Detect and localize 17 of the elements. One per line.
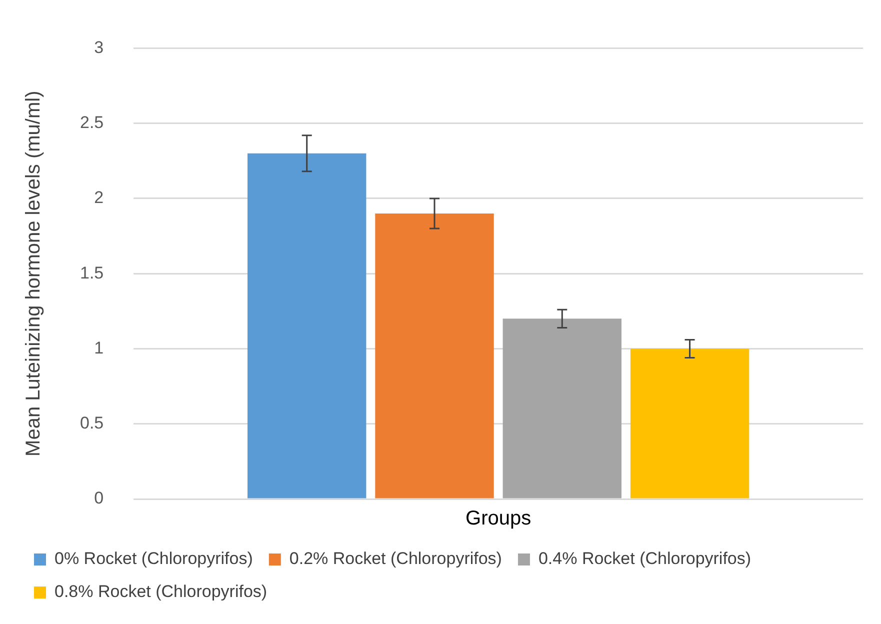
legend-label: 0.4% Rocket (Chloropyrifos) <box>538 549 752 568</box>
bar <box>375 213 494 498</box>
legend-label: 0.2% Rocket (Chloropyrifos) <box>289 549 502 568</box>
y-tick-label: 0.5 <box>80 414 104 433</box>
legend-label: 0% Rocket (Chloropyrifos) <box>54 549 253 568</box>
legend-label: 0.8% Rocket (Chloropyrifos) <box>54 582 268 602</box>
y-tick-label: 1.5 <box>80 263 104 282</box>
bar <box>630 348 750 498</box>
y-tick-label: 0 <box>94 488 104 508</box>
bar <box>502 318 622 498</box>
y-tick-label: 2.5 <box>80 113 104 132</box>
bar <box>248 153 366 498</box>
x-axis-title: Groups <box>466 508 532 530</box>
y-tick-label: 1 <box>94 338 104 358</box>
y-tick-label: 2 <box>94 188 104 208</box>
y-tick-label: 3 <box>94 38 104 57</box>
y-axis-title: Mean Luteinizing hormone levels (mu/ml) <box>22 90 45 456</box>
